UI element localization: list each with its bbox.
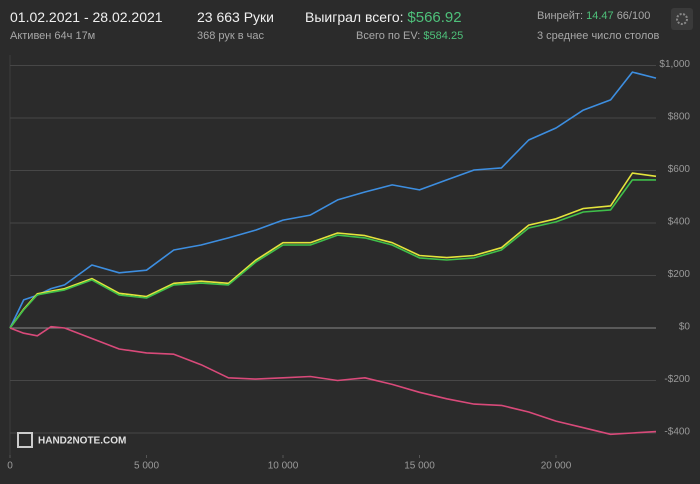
x-tick-label: 20 000 — [541, 461, 572, 472]
y-tick-label: $0 — [679, 322, 691, 333]
winrate-value: 14.47 — [586, 10, 614, 22]
gear-icon — [676, 13, 688, 25]
active-time: Активен 64ч 17м — [10, 30, 96, 42]
series-line — [9, 172, 657, 329]
ev: Всего по EV: $584.25 — [356, 30, 463, 42]
y-tick-label: $200 — [668, 269, 691, 280]
winrate-unit: 66/100 — [616, 10, 651, 22]
won: Выиграл всего: $566.92 — [305, 9, 462, 26]
hands: 23 663 Руки — [197, 9, 274, 25]
logo-text: HAND2NOTE.COM — [38, 436, 126, 447]
winrate: Винрейт: 14.47 66/100 — [537, 10, 650, 22]
y-tick-label: $800 — [668, 112, 691, 123]
winrate-label: Винрейт: — [537, 10, 584, 22]
ev-value: $584.25 — [423, 30, 464, 42]
won-label: Выиграл всего: — [305, 9, 404, 25]
won-value: $566.92 — [407, 9, 462, 26]
logo-icon — [17, 432, 33, 448]
logo: HAND2NOTE.COM — [17, 432, 126, 448]
x-tick-label: 5 000 — [134, 461, 159, 472]
y-tick-label: -$200 — [664, 374, 690, 385]
x-tick-label: 0 — [7, 461, 13, 472]
x-tick-label: 15 000 — [404, 461, 435, 472]
y-tick-label: $600 — [668, 164, 691, 175]
series-line — [9, 325, 657, 436]
ev-label: Всего по EV: — [356, 30, 421, 42]
settings-button[interactable] — [671, 8, 693, 30]
y-tick-label: $400 — [668, 217, 691, 228]
tables: 3 среднее число столов — [537, 30, 660, 42]
series-line — [9, 179, 656, 329]
y-tick-label: -$400 — [664, 427, 690, 438]
y-tick-label: $1,000 — [659, 59, 690, 70]
series-line — [9, 71, 657, 329]
hands-per-hour: 368 рук в час — [197, 30, 265, 42]
date-range: 01.02.2021 - 28.02.2021 — [10, 9, 163, 25]
x-tick-label: 10 000 — [268, 461, 299, 472]
